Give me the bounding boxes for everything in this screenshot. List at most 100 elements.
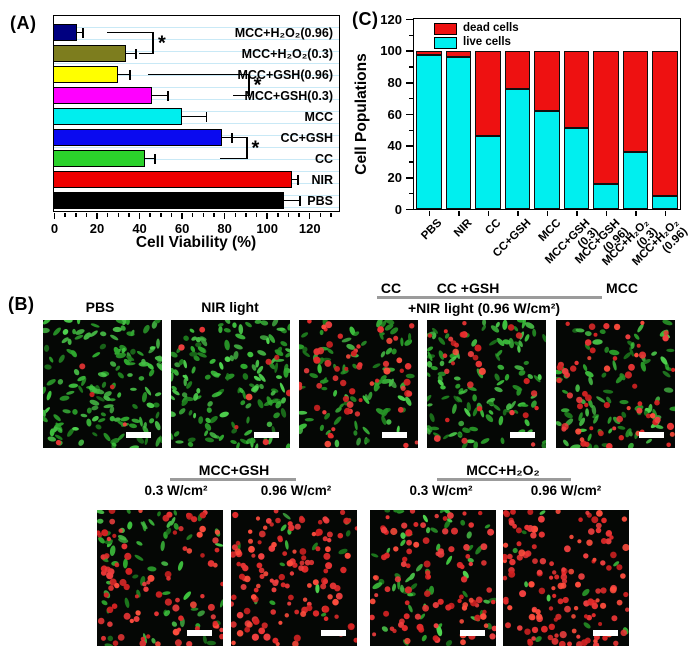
micro-svg-mcc-gsh-0.3 xyxy=(95,507,225,649)
bar-7 xyxy=(54,171,293,188)
c-x-tick-label-4: MCC xyxy=(535,216,563,244)
panel-c-plot: dead cells live cells xyxy=(413,18,681,210)
a-x-tick-70 xyxy=(202,213,205,217)
bar-label-0: MCC+H₂O₂(0.96) xyxy=(234,25,333,40)
bar-label-6: CC xyxy=(314,151,333,166)
scale-bar xyxy=(460,630,485,636)
sig-line-b-2 xyxy=(219,157,248,160)
c-y-tick-label-0: 0 xyxy=(394,201,402,217)
stack-dead-5 xyxy=(563,50,590,129)
micro-image-cc-nir xyxy=(294,315,419,449)
c-y-tick-110 xyxy=(409,34,413,37)
error-cap-1 xyxy=(135,49,137,59)
legend-swatch-live-cells xyxy=(434,37,457,49)
legend-entry-live: live cells xyxy=(434,36,519,50)
stack-dead-2 xyxy=(475,50,501,137)
sig-line-v-0 xyxy=(152,32,154,54)
stack-dead-3 xyxy=(504,50,531,89)
micro-image-cc-gsh-nir xyxy=(423,318,549,451)
micro-image-mcc-gsh-0.3 xyxy=(95,507,225,649)
bar-label-2: MCC+GSH(0.96) xyxy=(237,67,333,82)
stack-dead-0 xyxy=(416,50,442,56)
error-bar-3 xyxy=(151,94,169,97)
error-cap-2 xyxy=(128,70,131,80)
header-cc-gsh: CC +GSH xyxy=(436,280,500,296)
c-y-tick-label-120: 120 xyxy=(380,11,402,27)
a-x-tick-80 xyxy=(223,213,226,219)
a-x-tick-label-20: 20 xyxy=(89,220,105,236)
a-x-tick-25 xyxy=(106,213,109,217)
bar-label-8: PBS xyxy=(307,193,333,208)
a-x-tick-75 xyxy=(213,213,215,217)
a-x-tick-125 xyxy=(319,213,322,217)
micro-image-mcc-h2o2-0.96 xyxy=(500,508,630,649)
a-x-tick-65 xyxy=(191,213,194,217)
c-y-tick-90 xyxy=(409,66,413,68)
a-x-tick-100 xyxy=(266,213,268,219)
a-x-tick-130 xyxy=(330,213,332,217)
header-mcc-gsh-0.3: 0.3 W/cm² xyxy=(144,483,208,498)
micro-svg-mcc-h2o2-0.96 xyxy=(500,508,630,649)
bar-label-5: CC+GSH xyxy=(280,130,333,145)
c-x-tick-3 xyxy=(517,211,519,216)
a-x-tick-15 xyxy=(85,213,88,217)
scale-bar xyxy=(254,432,279,438)
panel-a-label: (A) xyxy=(10,13,37,33)
bar-5 xyxy=(54,129,223,146)
sig-line-b-0 xyxy=(139,52,154,55)
micro-svg-cc-nir xyxy=(294,315,419,449)
a-x-tick-label-120: 120 xyxy=(298,220,321,236)
stack-live-8 xyxy=(652,196,678,209)
micro-image-nir-light xyxy=(167,317,295,453)
stack-live-7 xyxy=(622,152,649,209)
legend-label-dead-cells: dead cells xyxy=(463,22,519,35)
header-pbs: PBS xyxy=(85,299,115,315)
scale-bar xyxy=(510,432,535,438)
a-x-tick-45 xyxy=(149,213,151,217)
c-y-tick-40 xyxy=(406,145,413,147)
micro-svg-mcc-h2o2-0.3 xyxy=(369,506,498,647)
stack-dead-1 xyxy=(445,50,472,57)
c-y-tick-120 xyxy=(406,18,413,21)
a-x-tick-label-60: 60 xyxy=(174,220,190,236)
error-bar-1 xyxy=(126,52,137,55)
c-y-tick-50 xyxy=(409,129,413,132)
a-x-tick-20 xyxy=(96,213,98,219)
c-x-tick-0 xyxy=(428,211,431,216)
header-nir-light: NIR light xyxy=(201,299,259,315)
c-y-tick-10 xyxy=(409,192,413,195)
error-cap-6 xyxy=(154,154,157,164)
scale-bar xyxy=(593,630,618,636)
sig-star-1: * xyxy=(253,74,262,97)
bar-2 xyxy=(54,66,118,83)
a-x-tick-label-80: 80 xyxy=(217,220,232,236)
bar-label-3: MCC+GSH(0.3) xyxy=(244,88,333,103)
stack-live-0 xyxy=(416,55,442,209)
bar-0 xyxy=(54,24,78,41)
c-x-tick-8 xyxy=(664,211,667,216)
header-mcc-h2o2-group: MCC+H₂O₂ xyxy=(466,462,540,478)
micro-svg-cc-gsh-nir xyxy=(423,318,549,451)
error-bar-7 xyxy=(292,178,299,181)
micro-svg-mcc-gsh-0.96 xyxy=(228,508,359,648)
legend: dead cells live cells xyxy=(434,22,519,50)
c-y-tick-0 xyxy=(406,208,413,211)
c-y-tick-label-60: 60 xyxy=(387,106,402,122)
a-x-tick-10 xyxy=(75,213,77,217)
c-y-tick-100 xyxy=(406,50,413,52)
c-x-tick-4 xyxy=(546,211,549,216)
panel-a-plot: MCC+H₂O₂(0.96) MCC+H₂O₂(0.3) MCC+GSH(0.96)… xyxy=(53,15,340,212)
a-x-tick-35 xyxy=(128,213,130,217)
c-x-tick-label-1: NIR xyxy=(451,216,475,239)
error-cap-0 xyxy=(82,28,84,38)
micro-svg-nir-light xyxy=(167,317,295,453)
header-cc: CC xyxy=(380,280,402,296)
sig-line-v-1 xyxy=(248,74,250,96)
panel-c-label: (C) xyxy=(352,9,379,29)
error-cap-3 xyxy=(167,91,169,101)
stack-live-2 xyxy=(475,136,501,209)
bar-label-4: MCC xyxy=(304,109,333,124)
sig-star-0: * xyxy=(157,32,166,55)
a-x-tick-40 xyxy=(138,213,141,219)
c-y-tick-60 xyxy=(406,113,413,116)
